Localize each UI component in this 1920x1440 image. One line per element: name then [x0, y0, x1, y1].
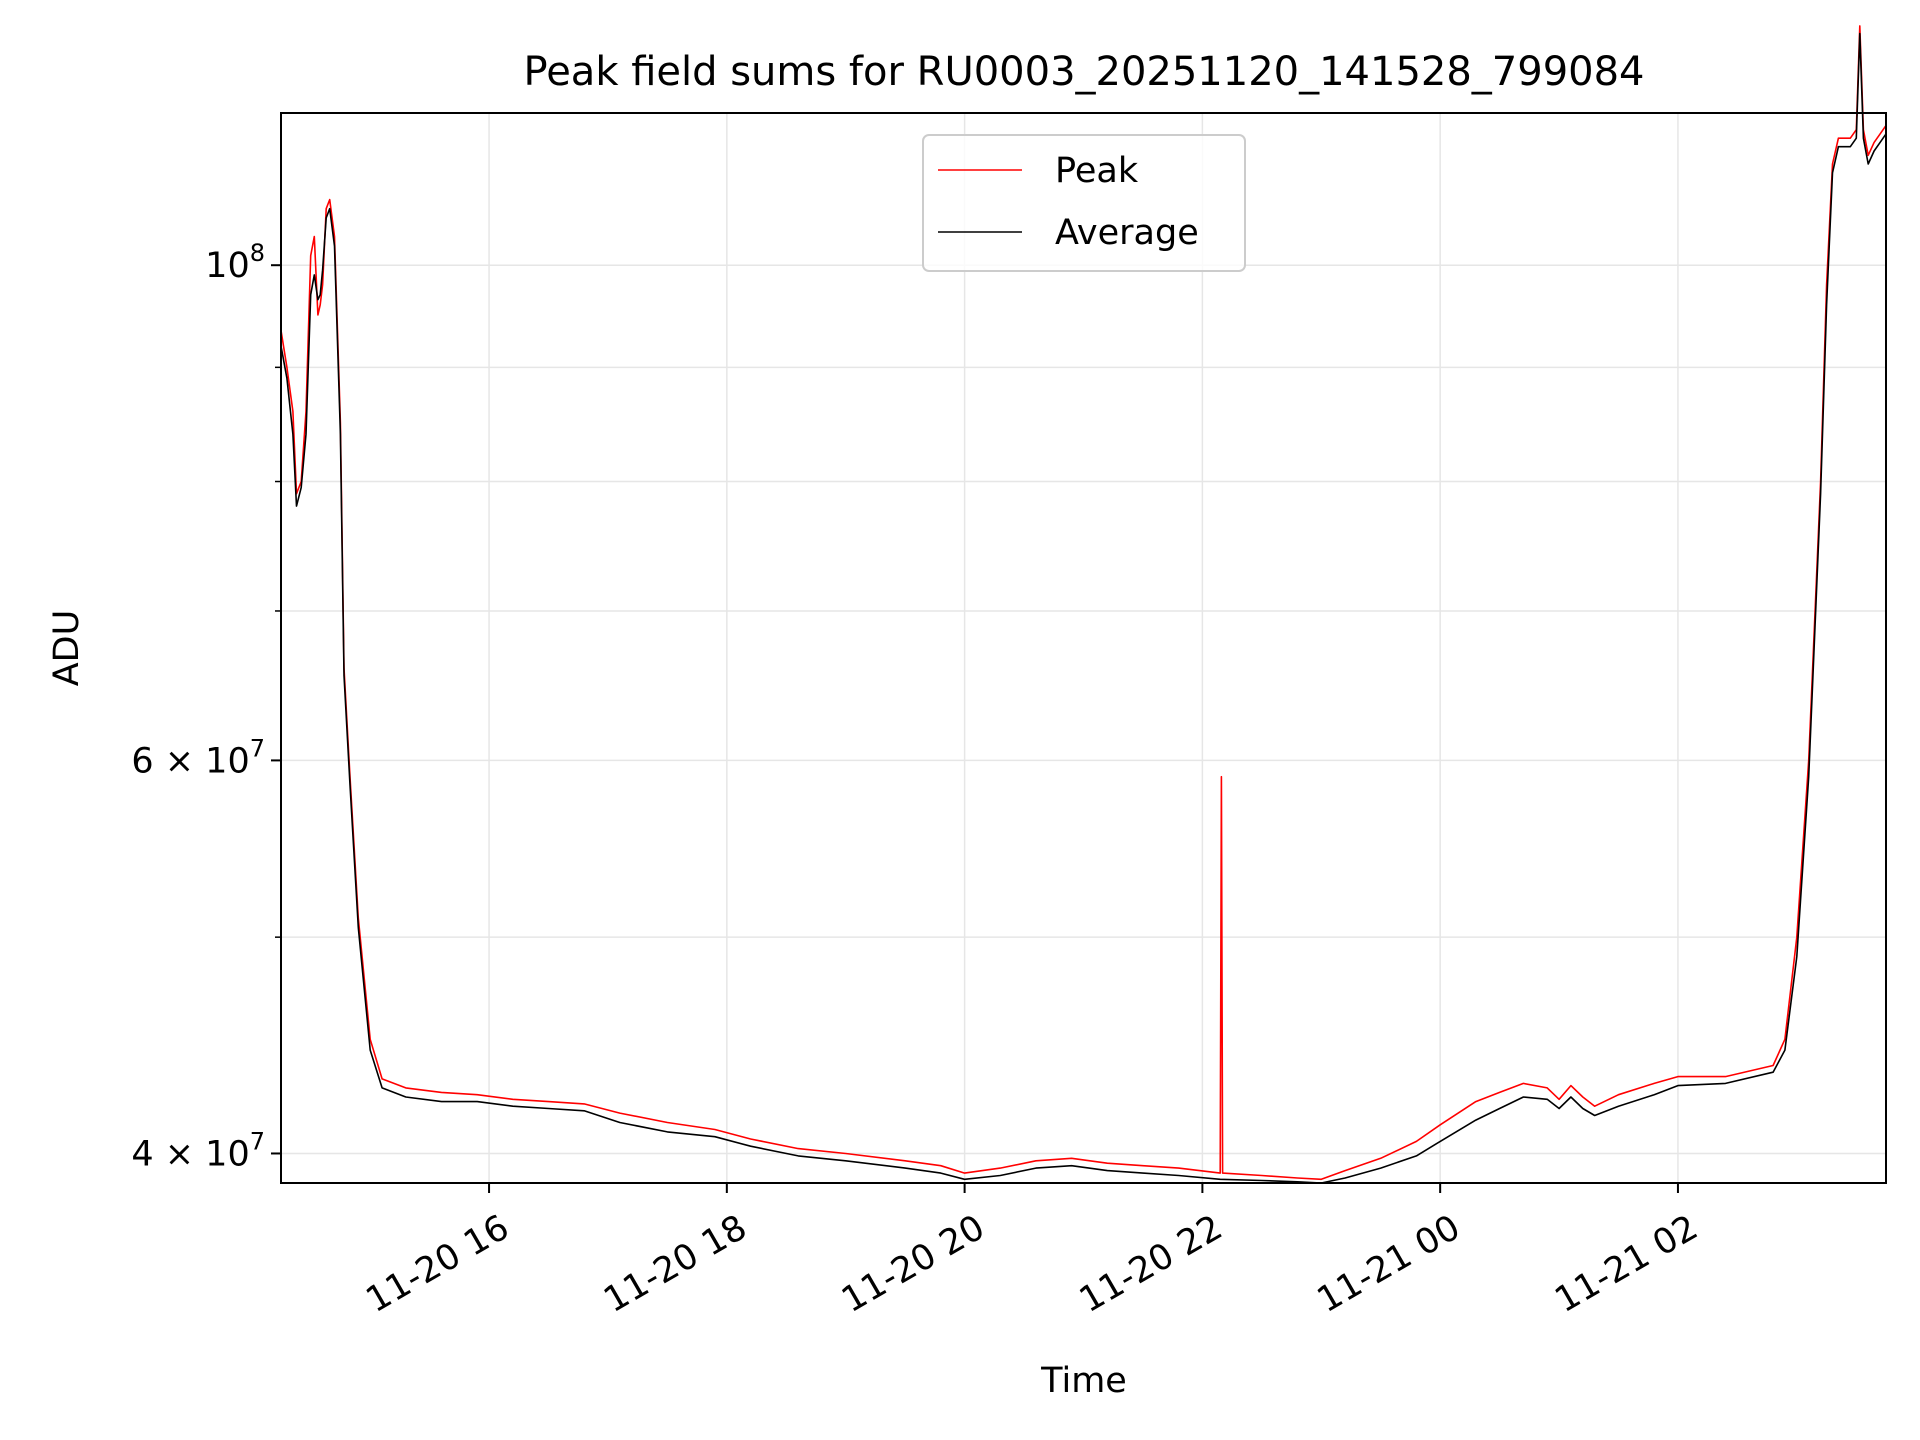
legend-peak-label: Peak — [1055, 151, 1139, 191]
series-layer — [280, 25, 1887, 1184]
legend: Peak Average — [922, 134, 1246, 272]
y-tick-label: 4 × 107 — [131, 1127, 265, 1174]
legend-average-label: Average — [1055, 213, 1199, 253]
grid — [281, 113, 1886, 1183]
y-axis-label: ADU — [47, 610, 87, 687]
plot-frame — [280, 112, 1887, 1184]
series-line-average — [280, 32, 1887, 1184]
y-axis: 4 × 107 6 × 107 108 — [131, 239, 281, 1174]
y-tick-label: 6 × 107 — [131, 734, 265, 781]
series-line-peak — [280, 25, 1887, 1181]
legend-box — [922, 134, 1246, 272]
x-axis-label: Time — [1040, 1361, 1127, 1401]
chart-title: Peak field sums for RU0003_20251120_1415… — [524, 49, 1645, 95]
y-tick-label: 108 — [205, 239, 265, 286]
